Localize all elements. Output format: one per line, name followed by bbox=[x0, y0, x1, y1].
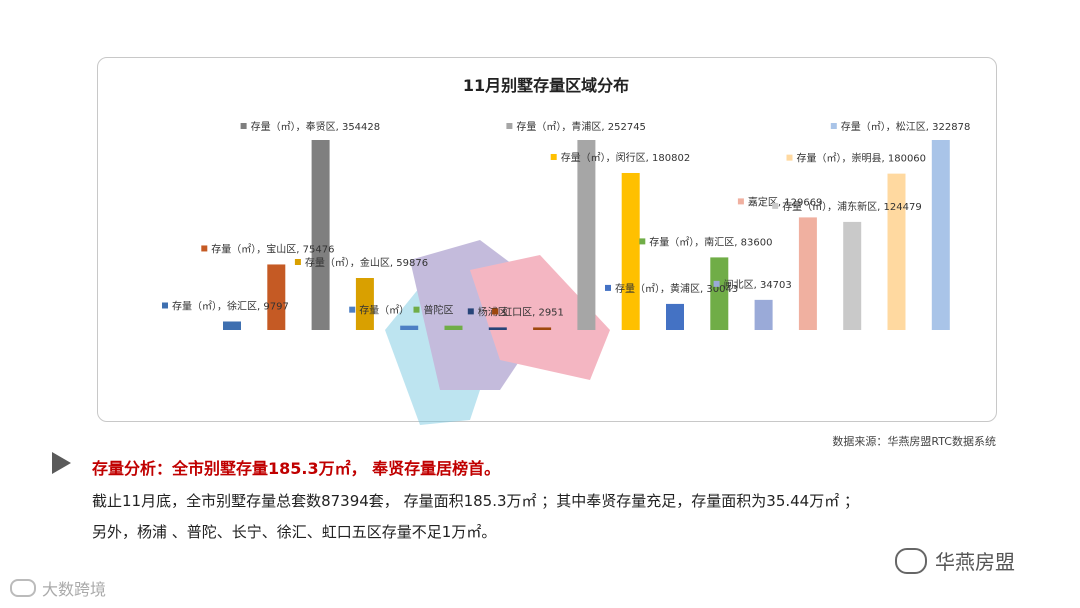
bar-青浦区 bbox=[577, 140, 596, 330]
label-marker-宝山区 bbox=[201, 245, 208, 252]
label-marker-金山区 bbox=[294, 259, 301, 266]
label-marker-黄浦区 bbox=[605, 284, 611, 291]
bar-普陀区 bbox=[400, 325, 419, 330]
footer-logo-text: 大数跨境 bbox=[42, 580, 107, 599]
chart-title: 11月别墅存量区域分布 bbox=[462, 76, 630, 95]
bar-chart: 存量（㎡），徐汇区, 9797 存量（㎡），宝山区, 75476 存量（㎡），奉贤区… bbox=[162, 120, 971, 425]
data-label-金山区: 存量（㎡），金山区, 59876 bbox=[305, 256, 428, 269]
bar-长宁区 bbox=[444, 325, 463, 330]
label-marker-长宁区 bbox=[413, 306, 420, 313]
data-label-浦东新区: 存量（㎡），浦东新区, 124479 bbox=[782, 200, 922, 213]
bar-金山区 bbox=[355, 278, 374, 330]
data-source: 数据来源：华燕房盟RTC数据系统 bbox=[832, 435, 996, 448]
label-marker-奉贤区 bbox=[240, 123, 247, 129]
bar-杨浦区 bbox=[488, 327, 507, 330]
label-marker-浦东新区 bbox=[772, 202, 779, 209]
label-marker-普陀区 bbox=[349, 306, 356, 313]
bar-嘉定区 bbox=[798, 217, 817, 330]
label-marker-闸北区 bbox=[713, 280, 720, 287]
data-label-南汇区: 存量（㎡），南汇区, 83600 bbox=[649, 235, 772, 248]
data-label-闸北区: 闸北区, 34703 bbox=[724, 278, 792, 291]
bar-奉贤区 bbox=[311, 140, 330, 330]
bar-南汇区 bbox=[710, 257, 729, 330]
data-label-虹口区: 虹口区, 2951 bbox=[502, 306, 564, 318]
data-label-崇明县: 存量（㎡），崇明县, 180060 bbox=[797, 152, 927, 165]
label-marker-崇明县 bbox=[786, 154, 793, 161]
data-label-宝山区: 存量（㎡），宝山区, 75476 bbox=[211, 242, 334, 255]
analysis-body: 截止11月底，全市别墅存量总套数87394套， 存量面积185.3万㎡ ；其中奉… bbox=[92, 486, 1022, 548]
label-marker-闵行区 bbox=[550, 153, 557, 160]
wechat-icon bbox=[895, 547, 927, 574]
data-label-奉贤区: 存量（㎡），奉贤区, 354428 bbox=[251, 120, 381, 133]
data-label-松江区: 存量（㎡），松江区, 322878 bbox=[841, 120, 971, 133]
analysis-headline: 存量分析：全市别墅存量185.3万㎡， 奉贤存量居榜首。 bbox=[92, 459, 501, 478]
bar-徐汇区 bbox=[223, 321, 241, 330]
bar-松江区 bbox=[931, 140, 950, 330]
brand: 华燕房盟 bbox=[895, 546, 1015, 575]
bar-虹口区 bbox=[533, 327, 552, 330]
brand-name: 华燕房盟 bbox=[935, 550, 1015, 574]
data-label-普陀区: 存量（㎡） bbox=[359, 304, 409, 317]
data-label-青浦区: 存量（㎡），青浦区, 252745 bbox=[516, 120, 646, 133]
analysis-line-2: 另外，杨浦 、普陀、长宁、徐汇、虹口五区存量不足1万㎡。 bbox=[92, 523, 497, 541]
bar-闵行区 bbox=[621, 172, 640, 330]
label-marker-杨浦区 bbox=[467, 308, 474, 315]
bullet-triangle-icon bbox=[52, 452, 71, 474]
data-label-长宁区: 普陀区 bbox=[424, 304, 454, 317]
label-marker-南汇区 bbox=[639, 238, 646, 245]
label-marker-虹口区 bbox=[492, 308, 499, 315]
footer-logo: 大数跨境 bbox=[10, 576, 106, 600]
bar-闸北区 bbox=[754, 299, 773, 330]
cloud-icon bbox=[10, 579, 36, 597]
data-label-闵行区: 存量（㎡），闵行区, 180802 bbox=[561, 151, 691, 164]
watermark-logo bbox=[385, 240, 610, 425]
bar-浦东新区 bbox=[843, 221, 862, 330]
data-label-嘉定区: 嘉定区, 129669 bbox=[748, 195, 823, 208]
label-marker-青浦区 bbox=[506, 123, 513, 129]
label-marker-徐汇区 bbox=[162, 302, 168, 309]
analysis-line-1: 截止11月底，全市别墅存量总套数87394套， 存量面积185.3万㎡ ；其中奉… bbox=[92, 492, 859, 510]
bar-宝山区 bbox=[267, 264, 286, 330]
bar-黄浦区 bbox=[666, 303, 684, 330]
label-marker-松江区 bbox=[830, 123, 837, 129]
bar-崇明县 bbox=[887, 173, 906, 330]
data-label-徐汇区: 存量（㎡），徐汇区, 9797 bbox=[172, 299, 289, 312]
label-marker-嘉定区 bbox=[737, 198, 744, 205]
data-label-黄浦区: 存量（㎡），黄浦区, 30043 bbox=[615, 282, 738, 295]
